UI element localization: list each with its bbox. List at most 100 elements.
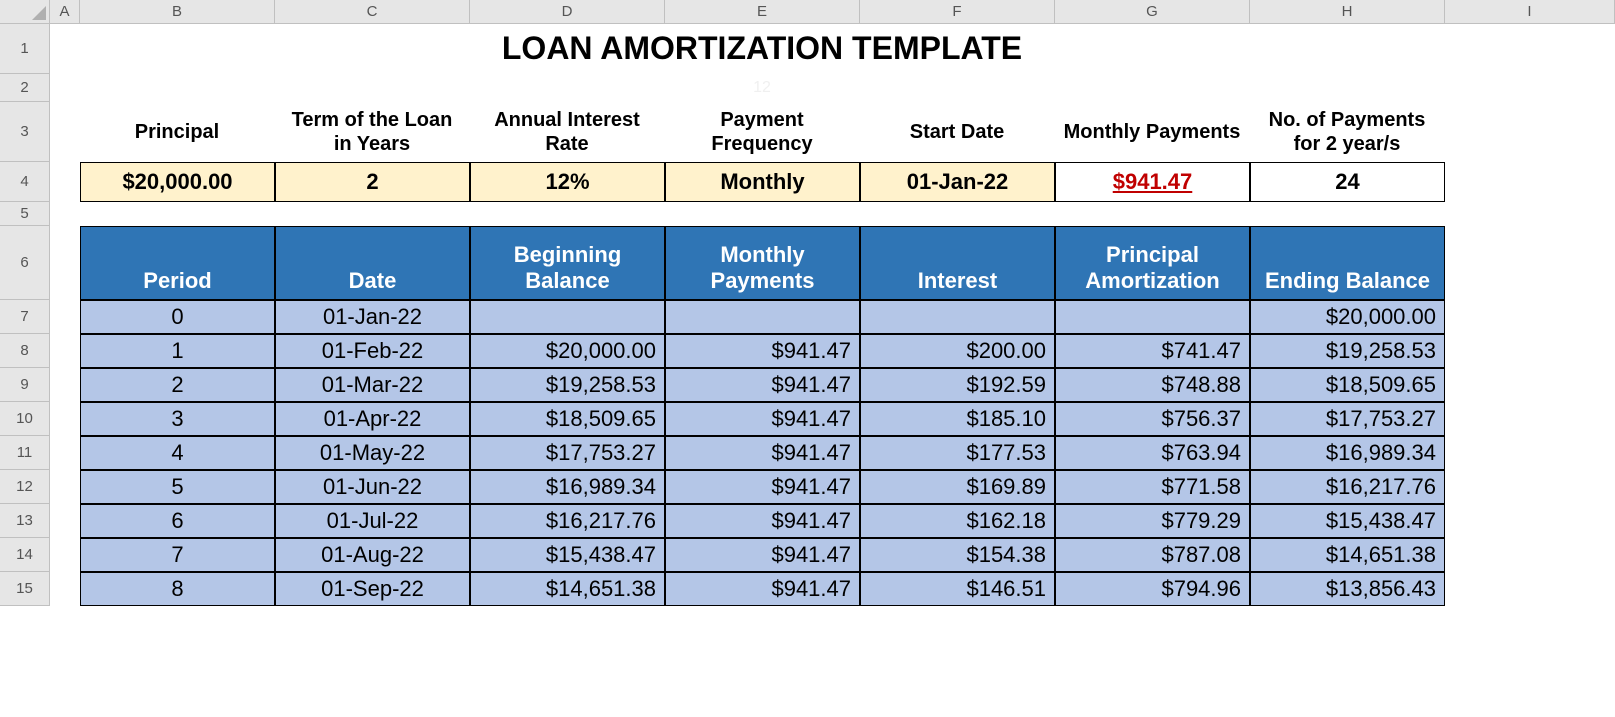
table-cell-r2-c3[interactable]: $941.47	[665, 368, 860, 402]
row-header-14[interactable]: 14	[0, 538, 50, 572]
row-header-3[interactable]: 3	[0, 102, 50, 162]
table-header-3[interactable]: Monthly Payments	[665, 226, 860, 300]
table-cell-r2-c0[interactable]: 2	[80, 368, 275, 402]
param-value-4[interactable]: 01-Jan-22	[860, 162, 1055, 202]
table-cell-r4-c6[interactable]: $16,989.34	[1250, 436, 1445, 470]
row-header-8[interactable]: 8	[0, 334, 50, 368]
table-cell-r1-c1[interactable]: 01-Feb-22	[275, 334, 470, 368]
table-cell-r0-c5[interactable]	[1055, 300, 1250, 334]
row-header-13[interactable]: 13	[0, 504, 50, 538]
table-cell-r2-c1[interactable]: 01-Mar-22	[275, 368, 470, 402]
param-value-2[interactable]: 12%	[470, 162, 665, 202]
table-cell-r0-c2[interactable]	[470, 300, 665, 334]
table-cell-r3-c2[interactable]: $18,509.65	[470, 402, 665, 436]
table-cell-r5-c1[interactable]: 01-Jun-22	[275, 470, 470, 504]
table-cell-r3-c0[interactable]: 3	[80, 402, 275, 436]
table-cell-r7-c6[interactable]: $14,651.38	[1250, 538, 1445, 572]
table-cell-r7-c3[interactable]: $941.47	[665, 538, 860, 572]
table-cell-r4-c3[interactable]: $941.47	[665, 436, 860, 470]
table-cell-r4-c2[interactable]: $17,753.27	[470, 436, 665, 470]
col-header-A[interactable]: A	[50, 0, 80, 24]
table-cell-r2-c4[interactable]: $192.59	[860, 368, 1055, 402]
table-cell-r2-c2[interactable]: $19,258.53	[470, 368, 665, 402]
col-header-H[interactable]: H	[1250, 0, 1445, 24]
table-cell-r5-c5[interactable]: $771.58	[1055, 470, 1250, 504]
param-value-5[interactable]: $941.47	[1055, 162, 1250, 202]
table-header-4[interactable]: Interest	[860, 226, 1055, 300]
table-cell-r6-c3[interactable]: $941.47	[665, 504, 860, 538]
col-header-B[interactable]: B	[80, 0, 275, 24]
param-value-1[interactable]: 2	[275, 162, 470, 202]
col-header-I[interactable]: I	[1445, 0, 1615, 24]
table-cell-r8-c5[interactable]: $794.96	[1055, 572, 1250, 606]
select-all-corner[interactable]	[0, 0, 50, 24]
table-cell-r3-c5[interactable]: $756.37	[1055, 402, 1250, 436]
table-cell-r8-c0[interactable]: 8	[80, 572, 275, 606]
row-header-6[interactable]: 6	[0, 226, 50, 300]
col-header-C[interactable]: C	[275, 0, 470, 24]
table-cell-r0-c1[interactable]: 01-Jan-22	[275, 300, 470, 334]
row-header-2[interactable]: 2	[0, 74, 50, 102]
table-cell-r4-c0[interactable]: 4	[80, 436, 275, 470]
spreadsheet-grid[interactable]: ABCDEFGHI1LOAN AMORTIZATION TEMPLATE2123…	[0, 0, 1615, 606]
table-cell-r4-c4[interactable]: $177.53	[860, 436, 1055, 470]
col-header-G[interactable]: G	[1055, 0, 1250, 24]
table-cell-r8-c4[interactable]: $146.51	[860, 572, 1055, 606]
col-header-E[interactable]: E	[665, 0, 860, 24]
table-cell-r2-c5[interactable]: $748.88	[1055, 368, 1250, 402]
table-cell-r7-c5[interactable]: $787.08	[1055, 538, 1250, 572]
col-header-D[interactable]: D	[470, 0, 665, 24]
table-header-2[interactable]: Beginning Balance	[470, 226, 665, 300]
row-header-12[interactable]: 12	[0, 470, 50, 504]
table-cell-r2-c6[interactable]: $18,509.65	[1250, 368, 1445, 402]
table-cell-r6-c0[interactable]: 6	[80, 504, 275, 538]
table-cell-r8-c1[interactable]: 01-Sep-22	[275, 572, 470, 606]
table-cell-r7-c2[interactable]: $15,438.47	[470, 538, 665, 572]
table-cell-r7-c1[interactable]: 01-Aug-22	[275, 538, 470, 572]
table-cell-r8-c3[interactable]: $941.47	[665, 572, 860, 606]
table-cell-r1-c6[interactable]: $19,258.53	[1250, 334, 1445, 368]
table-cell-r3-c3[interactable]: $941.47	[665, 402, 860, 436]
row-header-10[interactable]: 10	[0, 402, 50, 436]
table-cell-r0-c0[interactable]: 0	[80, 300, 275, 334]
table-cell-r6-c1[interactable]: 01-Jul-22	[275, 504, 470, 538]
table-cell-r0-c3[interactable]	[665, 300, 860, 334]
row-header-15[interactable]: 15	[0, 572, 50, 606]
table-cell-r6-c2[interactable]: $16,217.76	[470, 504, 665, 538]
col-header-F[interactable]: F	[860, 0, 1055, 24]
table-cell-r5-c6[interactable]: $16,217.76	[1250, 470, 1445, 504]
table-cell-r5-c3[interactable]: $941.47	[665, 470, 860, 504]
table-cell-r0-c4[interactable]	[860, 300, 1055, 334]
table-header-1[interactable]: Date	[275, 226, 470, 300]
table-cell-r8-c6[interactable]: $13,856.43	[1250, 572, 1445, 606]
table-cell-r5-c2[interactable]: $16,989.34	[470, 470, 665, 504]
row-header-5[interactable]: 5	[0, 202, 50, 226]
table-cell-r1-c3[interactable]: $941.47	[665, 334, 860, 368]
param-value-3[interactable]: Monthly	[665, 162, 860, 202]
table-cell-r6-c6[interactable]: $15,438.47	[1250, 504, 1445, 538]
table-cell-r1-c2[interactable]: $20,000.00	[470, 334, 665, 368]
table-cell-r3-c1[interactable]: 01-Apr-22	[275, 402, 470, 436]
row-header-11[interactable]: 11	[0, 436, 50, 470]
table-cell-r7-c0[interactable]: 7	[80, 538, 275, 572]
table-header-0[interactable]: Period	[80, 226, 275, 300]
row-header-9[interactable]: 9	[0, 368, 50, 402]
param-value-0[interactable]: $20,000.00	[80, 162, 275, 202]
row-header-4[interactable]: 4	[0, 162, 50, 202]
table-cell-r5-c4[interactable]: $169.89	[860, 470, 1055, 504]
table-cell-r0-c6[interactable]: $20,000.00	[1250, 300, 1445, 334]
table-cell-r4-c1[interactable]: 01-May-22	[275, 436, 470, 470]
table-header-6[interactable]: Ending Balance	[1250, 226, 1445, 300]
table-cell-r1-c4[interactable]: $200.00	[860, 334, 1055, 368]
table-cell-r6-c4[interactable]: $162.18	[860, 504, 1055, 538]
table-cell-r4-c5[interactable]: $763.94	[1055, 436, 1250, 470]
table-cell-r3-c4[interactable]: $185.10	[860, 402, 1055, 436]
row-header-7[interactable]: 7	[0, 300, 50, 334]
table-cell-r1-c0[interactable]: 1	[80, 334, 275, 368]
table-cell-r7-c4[interactable]: $154.38	[860, 538, 1055, 572]
row-header-1[interactable]: 1	[0, 24, 50, 74]
param-value-6[interactable]: 24	[1250, 162, 1445, 202]
table-cell-r1-c5[interactable]: $741.47	[1055, 334, 1250, 368]
table-cell-r5-c0[interactable]: 5	[80, 470, 275, 504]
table-cell-r3-c6[interactable]: $17,753.27	[1250, 402, 1445, 436]
